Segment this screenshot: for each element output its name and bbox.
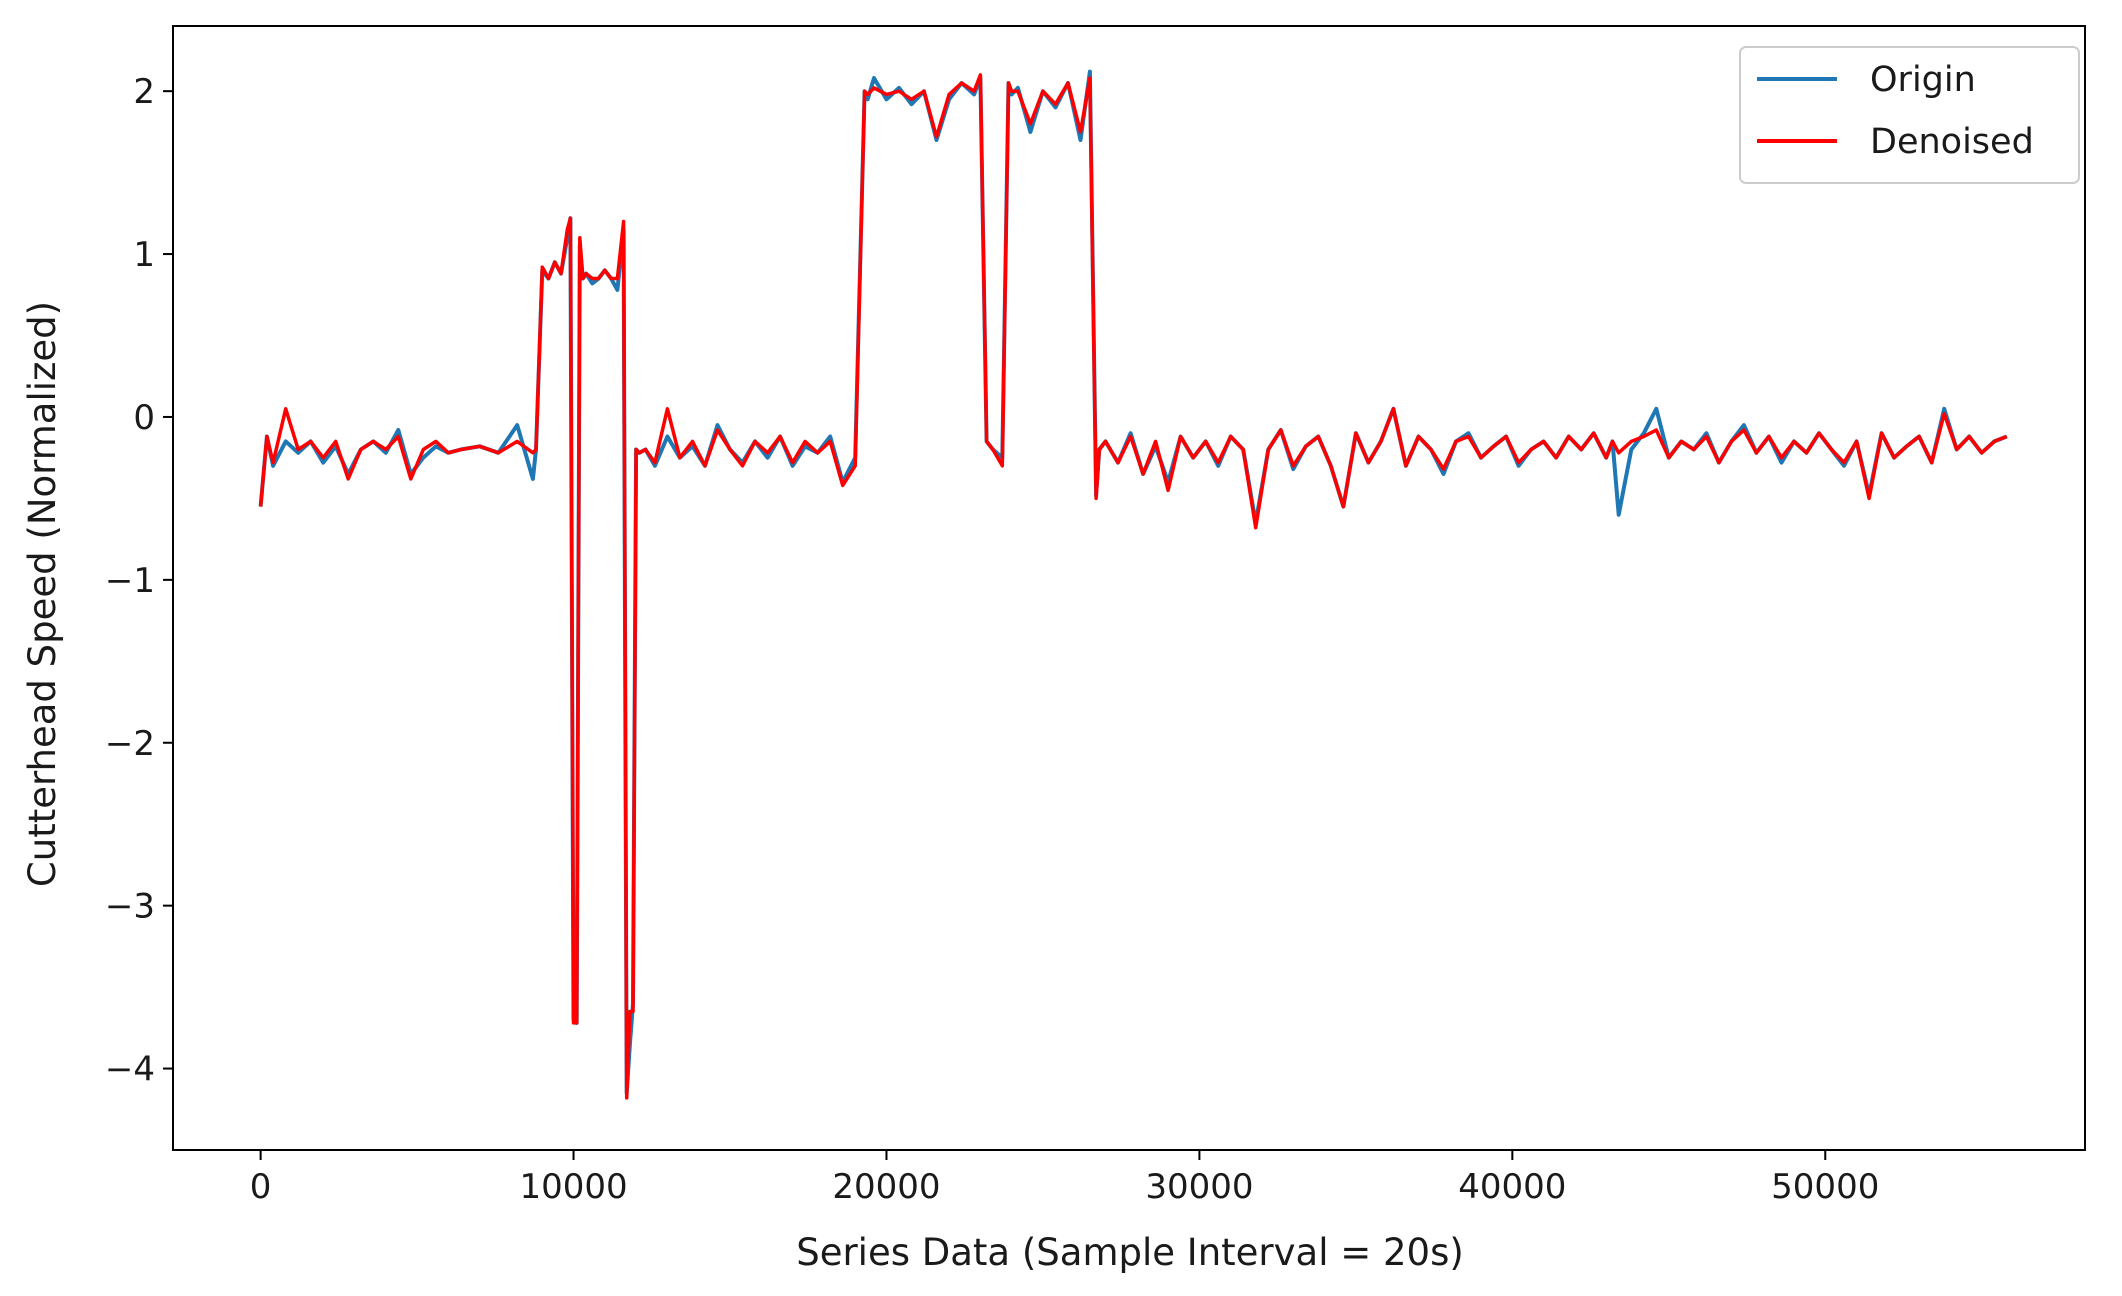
y-tick-label: −3 xyxy=(105,887,155,927)
legend-label-origin: Origin xyxy=(1870,60,1976,100)
x-tick-label: 10000 xyxy=(519,1167,627,1207)
x-tick-label: 40000 xyxy=(1458,1167,1566,1207)
plot-area xyxy=(258,69,2008,1100)
x-tick-label: 0 xyxy=(250,1167,272,1207)
axes-frame xyxy=(172,25,2086,1151)
x-tick-label: 30000 xyxy=(1145,1167,1253,1207)
y-tick-label: −2 xyxy=(105,724,155,764)
y-tick-label: −4 xyxy=(105,1050,155,1090)
x-tick-label: 20000 xyxy=(832,1167,940,1207)
axes: 0 10000 20000 30000 40000 50000 −4 −3 −2 −1 0 1 2 xyxy=(105,25,2086,1207)
series-line-denoised xyxy=(258,73,2008,1100)
y-axis-label: Cutterhead Speed (Normalized) xyxy=(21,301,64,887)
x-tick-label: 50000 xyxy=(1771,1167,1879,1207)
y-tick-label: 1 xyxy=(133,235,155,275)
x-axis-label: Series Data (Sample Interval = 20s) xyxy=(796,1231,1464,1274)
legend-label-denoised: Denoised xyxy=(1870,122,2034,162)
legend: Origin Denoised xyxy=(1739,46,2080,184)
y-tick-label: 0 xyxy=(133,398,155,438)
y-tick-label: −1 xyxy=(105,561,155,601)
y-tick-label: 2 xyxy=(133,72,155,112)
